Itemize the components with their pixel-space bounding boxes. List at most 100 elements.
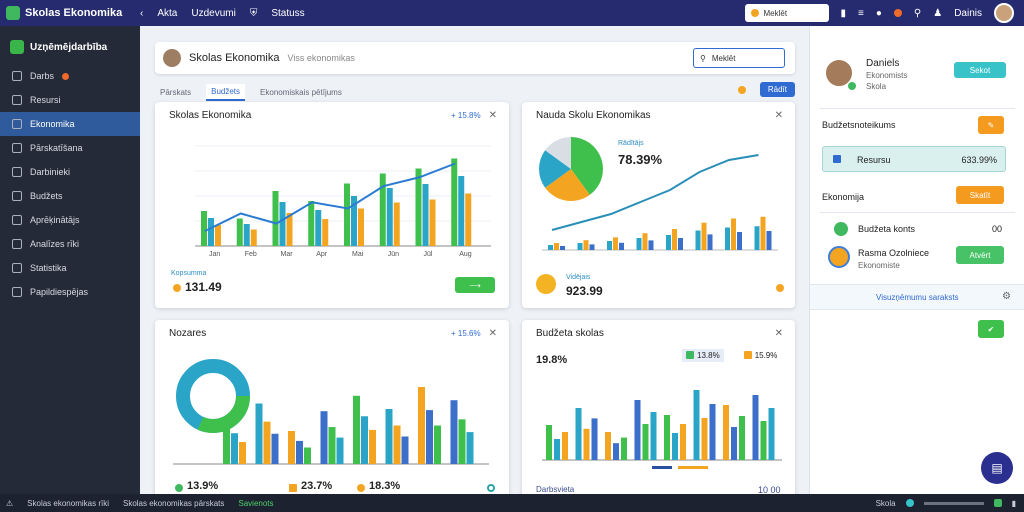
bar <box>636 238 642 250</box>
sidebar-item[interactable]: Papildiespējas <box>0 280 140 304</box>
footer-mid-label: Skolas ekonomikas pārskats <box>122 498 225 508</box>
x-tick-label: Feb <box>245 251 257 258</box>
sidebar-item[interactable]: Analīzes rīki <box>0 232 140 256</box>
chart-card-economy: Skolas Ekonomika + 15.8% ✕ Jan Feb Mar Apr M… <box>155 102 509 308</box>
edit-button[interactable]: ✎ <box>978 116 1004 134</box>
legend: 13.8% 15.9% <box>682 342 792 368</box>
bar <box>731 218 736 250</box>
bar <box>607 241 612 250</box>
volume-icon[interactable] <box>905 499 914 507</box>
coin-icon[interactable] <box>776 284 784 292</box>
contact-name: Rasma Ozolniece <box>858 248 930 258</box>
average-label: Vidējais <box>566 274 591 281</box>
sidebar-item-label: Budžets <box>30 191 63 201</box>
close-icon[interactable]: ✕ <box>774 110 783 121</box>
confirm-button[interactable]: ✔ <box>978 320 1004 338</box>
sidebar-item[interactable]: Aprēķinātājs <box>0 208 140 232</box>
coin-icon[interactable] <box>737 85 746 94</box>
close-icon[interactable]: ✕ <box>488 328 497 339</box>
bar <box>760 216 766 250</box>
card-title: Nozares <box>169 328 207 339</box>
bar <box>458 176 465 246</box>
network-icon[interactable] <box>993 499 1002 507</box>
bar <box>320 411 328 464</box>
close-icon[interactable]: ✕ <box>488 110 497 121</box>
sidebar-item[interactable]: Resursi <box>0 88 140 112</box>
volume-slider[interactable] <box>923 501 984 505</box>
check-icon <box>12 71 22 81</box>
top-search[interactable]: Meklēt <box>744 4 829 22</box>
bar <box>223 420 230 464</box>
pin-icon[interactable]: ⚲ <box>913 7 922 19</box>
sidebar-item[interactable]: Darbinieki <box>0 160 140 184</box>
legend-label: 13.8% <box>697 350 720 360</box>
close-icon[interactable]: ✕ <box>774 328 783 339</box>
view-button[interactable]: Skatīt <box>956 186 1004 204</box>
company-list-row[interactable]: Visuzņēmumu saraksts ⚙ <box>810 284 1024 310</box>
follow-button[interactable]: Sekot <box>954 62 1006 78</box>
bar <box>648 240 654 250</box>
bar <box>243 224 250 246</box>
bar <box>415 168 422 246</box>
x-tick-label: Aug <box>459 251 472 258</box>
top-nav-item[interactable]: Akta <box>157 7 178 19</box>
sidebar-item[interactable]: Pārskatīšana <box>0 136 140 160</box>
coin-icon <box>357 484 365 492</box>
bar <box>613 237 618 250</box>
avatar[interactable] <box>994 3 1014 23</box>
sidebar-item-label: Ekonomika <box>30 119 75 129</box>
top-nav-item[interactable]: Uzdevumi <box>191 7 236 19</box>
bar <box>215 225 221 246</box>
bar-line-chart: Jan Feb Mar Apr Mai Jūn Jūl Aug <box>195 145 491 258</box>
bar <box>353 395 360 464</box>
sidebar-item[interactable]: Statistika <box>0 256 140 280</box>
bar <box>768 408 775 460</box>
top-bar: Skolas Ekonomika ‹ Akta Uzdevumi ⛨ Statu… <box>0 0 1024 26</box>
tab[interactable]: Ekonomiskais pētījums <box>260 87 342 97</box>
x-tick-label: Jūl <box>424 251 433 258</box>
open-button[interactable]: Atvērt <box>956 246 1004 264</box>
user-icon[interactable]: ♟ <box>933 7 943 19</box>
bookmark-icon[interactable]: ▮ <box>840 7 847 19</box>
bar <box>434 425 441 464</box>
sidebar-item[interactable]: Darbs <box>0 64 140 88</box>
menu-icon[interactable]: ≡ <box>858 7 864 19</box>
budget-icon <box>12 191 22 201</box>
bar <box>554 439 560 460</box>
refresh-icon[interactable] <box>487 484 495 492</box>
chat-button[interactable]: ▤ <box>981 452 1013 484</box>
search-input[interactable]: ⚲ Meklēt <box>693 48 785 68</box>
tab-active[interactable]: Budžets <box>206 83 246 101</box>
app-logo[interactable]: Skolas Ekonomika <box>0 6 140 20</box>
sidebar-item[interactable]: Ekonomika <box>0 112 140 136</box>
top-nav-item[interactable]: Statuss <box>271 7 305 19</box>
people-icon <box>12 167 22 177</box>
show-button[interactable]: Rādīt <box>759 82 795 97</box>
bar <box>650 412 657 460</box>
tab-actions: Rādīt <box>737 82 795 97</box>
card-title: Skolas Ekonomika <box>169 110 252 121</box>
tab[interactable]: Pārskats <box>160 87 192 97</box>
pie-slice <box>545 169 590 201</box>
top-right-controls: Meklēt ▮ ≡ ● ⚲ ♟ Dainis <box>744 0 1024 26</box>
settings-icon[interactable]: ⚙ <box>1002 291 1011 302</box>
info-icon[interactable]: ● <box>875 7 882 19</box>
bar <box>393 202 400 246</box>
budget-rule-label: Budžetsnoteikums <box>822 120 896 130</box>
bar <box>288 431 295 464</box>
x-tick-label: Apr <box>316 251 328 258</box>
avatar[interactable] <box>828 246 850 268</box>
top-user-name[interactable]: Dainis <box>954 7 982 19</box>
avatar[interactable] <box>163 49 181 67</box>
sidebar-item[interactable]: Budžets <box>0 184 140 208</box>
bar <box>634 400 641 460</box>
sector-value-1: 13.9% <box>187 480 219 492</box>
back-icon[interactable]: ‹ <box>140 7 144 19</box>
resource-row[interactable]: Resursu 633.99% <box>822 146 1006 172</box>
coin-icon <box>536 274 556 294</box>
action-button[interactable]: ⟶ <box>455 277 495 293</box>
notification-icon[interactable] <box>893 9 902 17</box>
bar <box>201 211 207 246</box>
resource-icon <box>833 155 841 163</box>
bar <box>760 421 767 460</box>
